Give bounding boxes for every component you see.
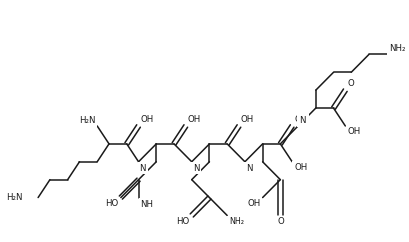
Text: H₂N: H₂N — [6, 193, 22, 202]
Text: N: N — [299, 116, 306, 125]
Text: NH₂: NH₂ — [389, 44, 405, 53]
Text: OH: OH — [247, 198, 261, 208]
Text: OH: OH — [294, 163, 308, 172]
Text: N: N — [139, 164, 146, 173]
Text: O: O — [278, 218, 285, 227]
Text: HO: HO — [106, 198, 119, 208]
Text: NH: NH — [141, 200, 153, 209]
Text: O: O — [347, 79, 354, 88]
Text: NH₂: NH₂ — [229, 218, 244, 227]
Text: OH: OH — [347, 127, 361, 136]
Text: N: N — [246, 164, 252, 173]
Text: OH: OH — [141, 115, 154, 124]
Text: OH: OH — [241, 115, 254, 124]
Text: H₂N: H₂N — [79, 116, 95, 125]
Text: HO: HO — [177, 218, 190, 227]
Text: OH: OH — [294, 115, 308, 124]
Text: OH: OH — [188, 115, 201, 124]
Text: N: N — [193, 164, 199, 173]
